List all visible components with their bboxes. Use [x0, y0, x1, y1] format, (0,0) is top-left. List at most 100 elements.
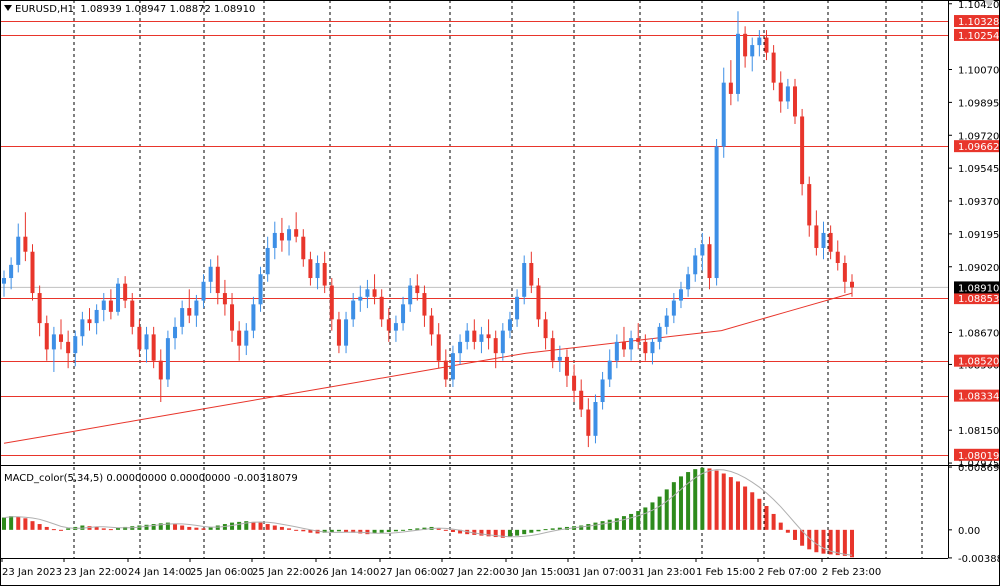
macd-bar — [678, 476, 683, 530]
level-price-label: 1.09662 — [958, 142, 999, 153]
macd-bar — [792, 529, 797, 540]
macd-y-tick-label: -0.0038875 — [958, 554, 1000, 565]
macd-bar — [44, 526, 49, 530]
macd-bar — [714, 470, 719, 530]
candle-body — [850, 281, 854, 288]
x-tick-label: 2 Feb 07:00 — [758, 567, 817, 578]
candle-body — [536, 285, 541, 320]
candle-body — [208, 266, 213, 282]
macd-bar — [735, 481, 740, 530]
candle-body — [272, 232, 277, 248]
macd-bar — [16, 516, 21, 530]
candle-body — [66, 341, 71, 354]
macd-bar — [515, 529, 520, 536]
macd-y-tick-label: 0.0086923 — [958, 463, 1000, 474]
macd-bar — [301, 529, 306, 532]
candle-body — [301, 236, 306, 260]
macd-bar — [771, 513, 776, 530]
candle-body — [700, 244, 705, 256]
macd-bar — [329, 529, 334, 532]
macd-label: MACD_color(5,34,5) — [4, 473, 104, 484]
level-price-badge — [954, 389, 1000, 402]
candle-body — [465, 330, 470, 342]
candle-body — [130, 300, 135, 327]
y-tick-label: 1.09895 — [958, 98, 999, 109]
macd-bar — [443, 529, 448, 531]
macd-bar — [621, 516, 626, 530]
candle-body — [572, 375, 577, 391]
macd-bar — [351, 529, 356, 533]
macd-bar — [151, 524, 156, 530]
candle-body — [23, 236, 28, 252]
y-tick-label: 1.09195 — [958, 230, 999, 241]
candle-body — [436, 334, 441, 361]
macd-bar — [522, 529, 527, 535]
candle-body — [550, 338, 555, 361]
level-price-label: 1.08853 — [958, 294, 999, 305]
symbol-timeframe: EURUSD,H1 — [15, 4, 75, 15]
macd-bar — [116, 527, 121, 530]
macd-bar — [593, 522, 598, 530]
macd-bar — [59, 529, 64, 531]
x-tick-label: 30 Jan 15:00 — [506, 567, 569, 578]
macd-bar — [450, 529, 455, 532]
y-tick-label: 1.08670 — [958, 329, 999, 340]
candle-body — [322, 262, 327, 286]
candle-body — [73, 336, 78, 354]
candle-body — [686, 274, 691, 290]
level-price-badge — [954, 292, 1000, 305]
candle-body — [450, 353, 455, 380]
macd-bar — [486, 529, 491, 537]
candle-body — [336, 319, 341, 346]
low-value: 1.08872 — [169, 4, 211, 15]
level-price-badge — [954, 28, 1000, 41]
candle-body — [123, 283, 128, 301]
macd-bar — [842, 529, 847, 556]
candle-body — [678, 289, 683, 301]
candle-body — [51, 334, 56, 350]
collapse-triangle-icon[interactable] — [984, 0, 994, 7]
candle-body — [564, 356, 569, 376]
macd-bar — [728, 477, 733, 530]
macd-bar — [386, 529, 391, 532]
macd-bar — [279, 526, 284, 530]
macd-bar — [472, 529, 477, 535]
candle-body — [94, 309, 99, 324]
macd-bar — [9, 516, 14, 530]
candle-body — [30, 251, 35, 294]
macd-bar — [23, 518, 28, 530]
candle-body — [294, 229, 299, 237]
level-price-badge — [954, 140, 1000, 153]
candle-body — [629, 338, 634, 350]
macd-bar — [180, 525, 185, 530]
y-tick-label: 1.10070 — [958, 66, 999, 77]
level-price-label: 1.08520 — [958, 357, 999, 368]
macd-bar — [344, 529, 349, 532]
candle-body — [750, 45, 755, 57]
candle-body — [493, 338, 498, 354]
macd-bar — [814, 529, 819, 553]
macd-bar — [479, 529, 484, 536]
level-price-badge — [954, 448, 1000, 461]
candle-body — [764, 37, 769, 53]
macd-bar — [201, 528, 206, 530]
candle-body — [486, 334, 491, 339]
macd-bar — [493, 529, 498, 538]
macd-bar — [664, 489, 669, 530]
level-price-label: 1.08334 — [958, 392, 999, 403]
candle-body — [728, 82, 733, 94]
macd-bar — [358, 529, 363, 534]
y-tick-label: 1.09370 — [958, 197, 999, 208]
dropdown-triangle-icon[interactable] — [4, 5, 12, 11]
level-price-label: 1.10328 — [958, 17, 999, 28]
x-tick-label: 23 Jan 2023 — [2, 567, 62, 578]
candle-body — [529, 262, 534, 286]
macd-values: 0.00000000 0.00000000 -0.00318079 — [106, 473, 298, 484]
x-tick-label: 31 Jan 23:00 — [632, 567, 695, 578]
candle-body — [828, 232, 833, 252]
candle-body — [393, 323, 398, 331]
candle-body — [408, 285, 413, 305]
candle-body — [842, 262, 847, 282]
macd-bar — [821, 529, 826, 554]
